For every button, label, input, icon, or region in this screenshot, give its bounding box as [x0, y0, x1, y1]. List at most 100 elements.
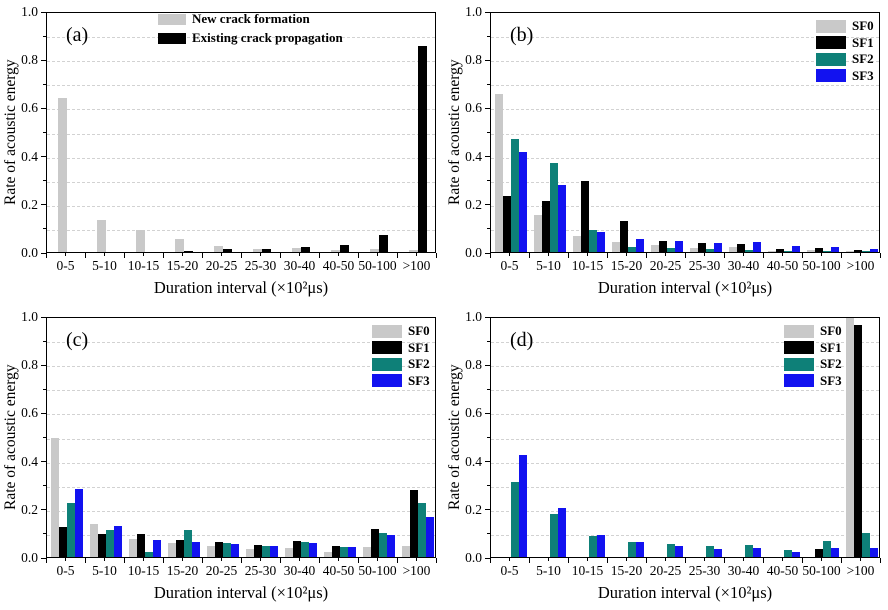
x-tick-label: 50-100	[358, 563, 397, 578]
legend-swatch	[816, 19, 846, 33]
x-tick-label: 15-20	[610, 563, 643, 578]
gridline	[491, 414, 879, 416]
x-axis-tick	[240, 558, 242, 563]
y-tick-label: 1.0	[465, 4, 482, 19]
y-axis-tick	[487, 132, 490, 133]
bar-New-crack-formation-40-50	[330, 250, 340, 252]
bar-Existing-crack-propagation-50-100	[378, 235, 388, 252]
bar-SF3-15-20	[635, 542, 644, 557]
x-tick-label: 50-100	[802, 258, 841, 273]
bar-SF1-20-25	[214, 542, 223, 557]
gridline	[491, 37, 879, 39]
x-tick-label: 40-50	[322, 258, 355, 273]
x-tick-label: 20-25	[205, 563, 238, 578]
y-axis-tick	[41, 107, 46, 109]
legend-swatch	[784, 357, 814, 371]
legend-label: Existing crack propagation	[192, 30, 343, 45]
bar-SF1-50-100	[370, 529, 379, 557]
x-axis-minor-tick	[548, 253, 549, 256]
gridline	[47, 510, 435, 512]
bar-SF3-40-50	[791, 551, 800, 557]
legend-label: New crack formation	[192, 11, 310, 26]
y-axis-tick	[41, 204, 46, 206]
legend-label: SF1	[820, 339, 842, 355]
bar-SF3-5-10	[557, 185, 566, 252]
y-axis-tick	[41, 461, 46, 463]
bar-SF3-30-40	[308, 542, 317, 557]
x-tick-label: 15-20	[610, 258, 643, 273]
legend-entry: SF0	[816, 18, 874, 34]
bar-Existing-crack-propagation-30-40	[300, 246, 310, 252]
y-axis-tick	[41, 316, 46, 318]
panel-b: 0.0 0.2 0.4 0.6 0.8 1.0 0-5 5-10 10-15 15-20 20-25…	[444, 0, 888, 305]
bar-SF3-10-15	[596, 534, 605, 557]
x-axis-minor-tick	[704, 558, 705, 561]
bar-SF2-15-20	[627, 542, 636, 557]
legend-entry: Existing crack propagation	[158, 30, 343, 46]
y-tick-label: 0.8	[21, 52, 38, 68]
x-axis-minor-tick	[260, 253, 261, 256]
x-axis-tick	[123, 253, 125, 258]
legend-swatch	[372, 341, 402, 354]
bar-SF0-10-15	[128, 538, 137, 557]
panel-a: 0.0 0.2 0.4 0.6 0.8 1.0 0-5 5-10 10-15 15-20 20-25…	[0, 0, 444, 305]
x-axis-minor-tick	[587, 558, 588, 561]
y-axis-tick	[485, 557, 490, 559]
bar-SF3-30-40	[752, 241, 761, 252]
legend-label: SF3	[852, 67, 874, 83]
bar-SF3-20-25	[674, 546, 683, 557]
y-axis-tick	[485, 204, 490, 206]
y-tick-label: 0.8	[465, 357, 482, 373]
bar-SF2-0-5	[510, 481, 519, 557]
bar-SF1-0-5	[502, 195, 511, 252]
y-tick-label: 0.0	[465, 245, 482, 260]
x-axis-tick	[645, 558, 647, 563]
legend-label: SF0	[820, 323, 842, 338]
legend-entry: SF3	[784, 373, 842, 389]
y-axis-tick	[41, 252, 46, 254]
x-axis-tick	[606, 558, 608, 563]
bar-Existing-crack-propagation-25-30	[261, 248, 271, 252]
y-axis-tick	[487, 180, 490, 182]
y-tick-label: 1.0	[21, 309, 38, 324]
x-axis-minor-tick	[626, 253, 627, 256]
bar-SF3-25-30	[269, 546, 278, 557]
x-axis-minor-tick	[548, 558, 549, 561]
y-axis-tick	[43, 83, 46, 85]
bar-SF0-25-30	[689, 248, 698, 252]
y-axis-tick	[41, 509, 46, 511]
x-axis-minor-tick	[665, 558, 666, 561]
x-axis-tick	[762, 253, 764, 258]
x-axis-minor-tick	[587, 253, 588, 256]
x-tick-label: >100	[846, 258, 875, 273]
gridline	[47, 133, 435, 135]
y-tick-label: 0.2	[21, 501, 38, 517]
y-tick-label: 0.0	[21, 245, 38, 260]
x-tick-label: 25-30	[244, 563, 277, 578]
y-axis-tick	[485, 412, 490, 414]
gridline	[491, 85, 879, 87]
y-axis-title: Rate of acoustic energy	[446, 364, 463, 511]
legend-label: SF0	[408, 323, 430, 338]
x-tick-label: 0-5	[56, 563, 75, 578]
bar-SF3-15-20	[635, 239, 644, 252]
legend-label: SF3	[408, 372, 430, 388]
x-axis-tick	[396, 558, 398, 563]
bar-SF3-40-50	[791, 245, 800, 252]
bar-SF1-25-30	[697, 243, 706, 252]
x-axis-minor-tick	[143, 558, 144, 561]
x-tick-label: 30-40	[283, 563, 316, 578]
x-axis-minor-tick	[416, 558, 417, 561]
x-axis-minor-tick	[221, 253, 222, 256]
y-tick-label: 0.4	[21, 148, 38, 164]
x-axis-tick	[279, 253, 281, 258]
bar-SF0-50-100	[806, 250, 815, 252]
y-tick-label: 0.6	[465, 405, 482, 421]
gridline	[47, 486, 435, 488]
y-axis-tick	[41, 412, 46, 414]
x-tick-label: 0-5	[500, 563, 519, 578]
bar-SF0->100	[401, 545, 410, 557]
plot-area-d	[490, 317, 880, 558]
x-axis-tick	[318, 558, 320, 563]
bar-SF2-0-5	[66, 503, 75, 557]
